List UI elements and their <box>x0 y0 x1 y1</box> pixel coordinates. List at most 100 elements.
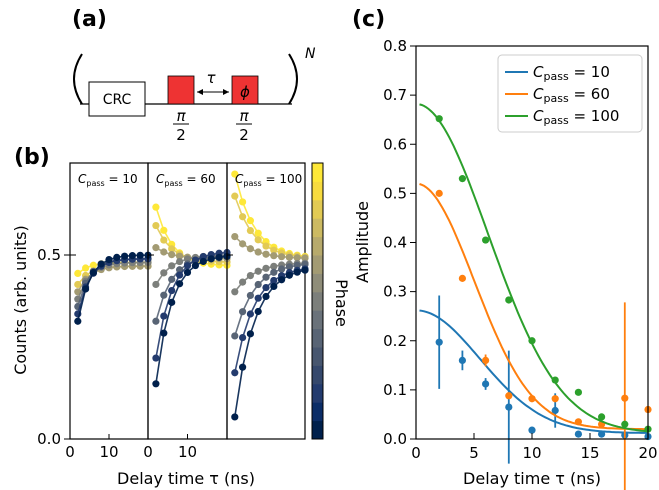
pulse-3-denominator: 2 <box>239 126 249 144</box>
phase-data-point <box>262 283 270 292</box>
left-bracket <box>73 53 83 105</box>
data-point <box>435 115 443 123</box>
pulse-3-numerator: π <box>239 107 249 125</box>
data-point <box>458 175 466 183</box>
pulse-phi <box>231 75 259 105</box>
phase-data-point <box>183 268 192 277</box>
phase-data-point <box>160 236 168 244</box>
phase-data-point <box>254 294 262 302</box>
phase-data-point <box>231 170 239 178</box>
phase-curve-line <box>234 262 306 293</box>
data-point <box>528 395 536 403</box>
phase-curve-line <box>77 254 149 322</box>
panel-c-ytick-label: 0.1 <box>383 381 407 399</box>
phase-data-point <box>121 252 129 260</box>
data-point <box>528 337 536 345</box>
phase-data-point <box>168 245 176 253</box>
phase-data-point <box>293 268 301 276</box>
phase-data-point <box>183 255 192 263</box>
panel-b-ytick-label: 0.0 <box>37 430 61 448</box>
phase-data-point <box>262 292 270 301</box>
data-point <box>528 426 536 434</box>
phase-data-point <box>285 253 293 261</box>
phase-data-point <box>191 261 199 270</box>
panel-c-ytick-label: 0.8 <box>383 37 407 55</box>
phase-curve-line <box>155 255 228 384</box>
data-point <box>621 394 629 402</box>
phase-data-point <box>231 413 239 421</box>
panel-b-xtick-label: 0 <box>65 443 75 461</box>
colorbar-segment <box>312 199 323 219</box>
panel-c-label: (c) <box>352 7 385 32</box>
phase-data-point <box>231 233 239 241</box>
phase-data-point <box>246 310 254 318</box>
colorbar-segment <box>312 273 323 293</box>
data-point <box>482 380 490 388</box>
panel-c-ytick-label: 0.3 <box>383 283 407 301</box>
phase-curve-line <box>234 269 306 418</box>
phase-data-point <box>246 291 254 300</box>
phase-data-point <box>191 256 199 264</box>
phase-data-point <box>176 280 184 288</box>
phase-data-point <box>113 253 121 261</box>
phase-data-point <box>231 192 239 200</box>
phase-data-point <box>231 369 239 377</box>
panel-c-xtick-label: 10 <box>522 444 541 462</box>
phase-data-point <box>160 329 168 337</box>
phase-data-point <box>301 266 309 274</box>
pulse-sequence-diagram: CRC π 2 τ ϕ π 2 N <box>73 46 316 144</box>
legend-entry-label: Cpass = 60 <box>533 85 610 105</box>
data-point <box>574 430 583 438</box>
phase-curve-line <box>155 254 228 285</box>
phase-data-point <box>176 252 184 260</box>
phase-curve-line <box>234 173 306 258</box>
fit-curve <box>419 309 648 434</box>
phase-data-point <box>152 380 160 388</box>
tau-label: τ <box>206 69 216 87</box>
colorbar-segment <box>312 347 323 366</box>
phase-data-point <box>239 363 247 371</box>
panel-c-ytick-label: 0.4 <box>383 234 407 252</box>
data-point <box>574 418 583 426</box>
colorbar-segment <box>312 236 323 256</box>
phase-data-point <box>89 268 97 277</box>
phase-curve-line <box>155 251 228 359</box>
phase-data-point <box>97 260 105 268</box>
data-point <box>435 189 443 197</box>
subpanel-label: Cpass = 100 <box>235 172 302 188</box>
panel-c-xlabel: Delay time τ (ns) <box>463 469 601 488</box>
phase-data-point <box>254 267 262 275</box>
phase-curve-line <box>234 268 306 373</box>
colorbar-label: Phase <box>332 279 351 327</box>
colorbar-segment <box>312 328 323 348</box>
colorbar-segment <box>312 310 323 330</box>
phase-data-point <box>262 264 270 272</box>
phase-data-point <box>285 271 293 279</box>
phase-data-point <box>239 240 247 248</box>
data-point <box>551 376 559 384</box>
tau-arrow-right-head <box>223 89 229 95</box>
phase-data-point <box>270 276 278 285</box>
panel-c-ytick-label: 0.0 <box>383 430 407 448</box>
right-bracket <box>288 53 298 105</box>
data-point <box>551 395 559 403</box>
phase-data-point <box>246 245 254 253</box>
phase-data-point <box>128 252 136 260</box>
panel-c-ytick-label: 0.5 <box>383 184 407 202</box>
phase-data-point <box>74 269 82 277</box>
data-point <box>621 420 629 428</box>
data-point <box>574 388 583 396</box>
subpanel-label: Cpass = 10 <box>78 172 138 188</box>
subpanel-cpass-100: Cpass = 100 <box>226 162 309 440</box>
data-point <box>482 236 490 244</box>
panel-b-axes: 0 10 0 10 0.0 0.5 <box>37 246 233 461</box>
subpanel-label: Cpass = 60 <box>156 172 216 188</box>
colorbar-segment <box>312 291 323 311</box>
phase-data-point <box>278 276 286 284</box>
subpanel-frame <box>147 162 228 440</box>
repeat-label: N <box>305 46 316 62</box>
phase-curve-line <box>234 236 306 259</box>
pulse-1-numerator: π <box>176 107 186 125</box>
legend-box <box>497 54 643 133</box>
